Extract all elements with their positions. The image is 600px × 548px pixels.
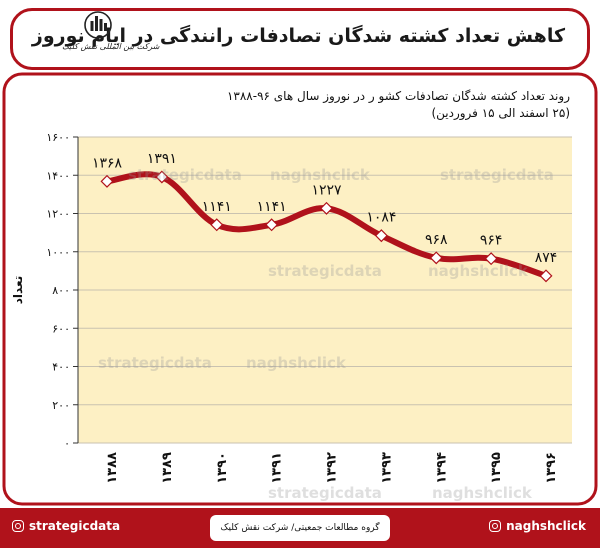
footer-right-text: naghshclick <box>506 519 586 533</box>
x-tick-label: ۱۳۹۱ <box>270 452 285 484</box>
data-label: ۱۰۸۴ <box>366 210 396 226</box>
data-marker <box>539 269 553 283</box>
footer-bar: strategicdata گروه مطالعات جمعیتی/ شرکت … <box>0 508 600 548</box>
watermark-naghsh-3: naghshclick <box>246 354 346 372</box>
x-tick-label: ۱۳۹۳ <box>379 452 394 484</box>
y-tick-label: ۱۰۰۰ <box>46 246 70 259</box>
data-marker <box>210 218 224 232</box>
data-label: ۱۱۴۱ <box>257 199 287 215</box>
watermark-naghsh-4: naghshclick <box>432 484 532 502</box>
footer-center-badge: گروه مطالعات جمعیتی/ شرکت نقش کلیک <box>210 515 390 541</box>
data-marker <box>319 201 334 215</box>
subtitle-line-2: (۲۵ اسفند الی ۱۵ فروردین) <box>431 106 570 120</box>
data-label: ۹۶۸ <box>425 232 448 248</box>
chart-frame <box>2 72 598 506</box>
data-marker <box>374 229 388 243</box>
y-tick-label: ۲۰۰ <box>52 399 70 412</box>
x-axis-ticks: ۱۳۸۸ ۱۳۸۹ ۱۳۹۰ ۱۳۹۱ ۱۳۹۲ ۱۳۹۳ ۱۳۹۴ ۱۳۹۵ ۱۳۹۶ <box>105 452 559 484</box>
x-tick-label: ۱۳۹۴ <box>434 452 449 484</box>
y-tick-label: ۶۰۰ <box>52 322 70 335</box>
data-label: ۱۳۹۱ <box>147 151 177 167</box>
instagram-icon <box>489 520 502 532</box>
watermark-strategic-2: strategicdata <box>440 166 554 184</box>
header-banner: کاهش تعداد کشته شدگان تصادفات رانندگی در… <box>10 8 590 70</box>
data-markers <box>100 170 553 283</box>
page-title: کاهش تعداد کشته شدگان تصادفات رانندگی در… <box>31 25 565 47</box>
chart-subtitle: روند تعداد کشته شدگان تصادفات کشو ر در ن… <box>227 88 570 122</box>
watermark-naghsh-2: naghshclick <box>428 262 528 280</box>
footer-left-handle: strategicdata <box>12 519 120 533</box>
watermark-strategic-3: strategicdata <box>268 262 382 280</box>
y-axis-ticks: ۰ ۲۰۰ ۴۰۰ ۶۰۰ ۸۰۰ ۱۰۰۰ ۱۲۰۰ ۱۴۰۰ ۱۶۰۰ <box>46 131 79 450</box>
watermark-strategic-5: strategicdata <box>268 484 382 502</box>
watermark-strategic: strategicdata <box>128 166 242 184</box>
grid-lines <box>78 136 572 444</box>
x-tick-label: ۱۳۸۹ <box>160 452 175 484</box>
y-axis-label: تعداد <box>11 276 25 304</box>
data-marker <box>484 252 498 266</box>
watermark-naghsh: naghshclick <box>270 166 370 184</box>
footer-left-text: strategicdata <box>29 519 121 533</box>
logo-text: شرکت بین المللی نقش کلیک <box>62 42 160 51</box>
data-labels: ۱۳۶۸ ۱۳۹۱ ۱۱۴۱ ۱۱۴۱ ۱۲۲۷ ۱۰۸۴ ۹۶۸ ۹۶۴ ۸۷۴ <box>92 151 557 266</box>
data-label: ۱۳۶۸ <box>92 155 123 171</box>
x-tick-label: ۱۳۸۸ <box>105 452 120 484</box>
y-tick-label: ۱۲۰۰ <box>46 208 70 221</box>
data-label: ۱۲۲۷ <box>311 182 342 198</box>
data-label: ۹۶۴ <box>480 233 503 249</box>
instagram-icon <box>12 520 24 532</box>
data-marker <box>155 170 169 184</box>
data-label: ۸۷۴ <box>535 250 558 266</box>
subtitle-line-1: روند تعداد کشته شدگان تصادفات کشو ر در ن… <box>226 89 570 103</box>
y-tick-label: ۱۶۰۰ <box>46 131 70 144</box>
y-tick-label: ۰ <box>64 437 70 450</box>
watermark-strategic-4: strategicdata <box>98 354 212 372</box>
data-marker <box>100 174 114 188</box>
y-tick-label: ۴۰۰ <box>52 361 70 374</box>
data-marker <box>265 218 279 232</box>
x-tick-label: ۱۳۹۲ <box>325 452 340 484</box>
x-tick-label: ۱۳۹۶ <box>544 452 559 484</box>
x-tick-label: ۱۳۹۵ <box>489 452 504 484</box>
y-tick-label: ۱۴۰۰ <box>46 169 70 182</box>
data-marker <box>429 251 443 265</box>
y-tick-label: ۸۰۰ <box>52 284 70 297</box>
company-logo: شرکت بین المللی نقش کلیک <box>54 10 159 52</box>
x-tick-label: ۱۳۹۰ <box>215 452 230 484</box>
footer-right-handle: naghshclick <box>489 519 586 533</box>
data-label: ۱۱۴۱ <box>202 199 232 215</box>
logo-mark-icon <box>84 11 112 39</box>
